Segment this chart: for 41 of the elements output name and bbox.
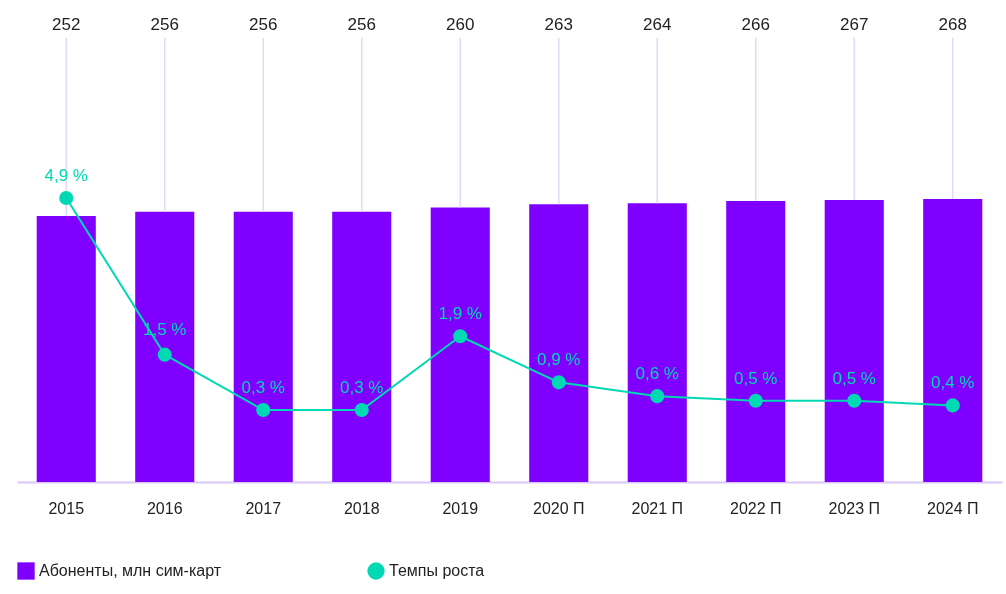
point <box>650 389 665 404</box>
data-label: 4,9 % <box>44 166 88 185</box>
point <box>945 398 960 413</box>
data-label: 268 <box>938 15 967 34</box>
x-tick-label: 2016 <box>146 499 183 517</box>
data-label: 256 <box>347 15 376 34</box>
point <box>59 190 74 206</box>
data-label: 0,3 % <box>340 378 384 397</box>
point <box>157 347 172 362</box>
data-label: 252 <box>52 15 81 34</box>
point <box>354 402 369 418</box>
data-label: 266 <box>741 15 770 34</box>
data-label: 0,5 % <box>734 368 778 388</box>
data-label: 0,5 % <box>832 368 876 388</box>
x-tick-label: 2021 П <box>631 499 684 517</box>
x-tick-label: 2018 <box>343 499 380 517</box>
point <box>847 393 862 408</box>
legend-label: Абоненты, млн сим-карт <box>39 562 222 579</box>
point <box>551 375 566 390</box>
x-tick-label: 2020 П <box>532 499 585 517</box>
point <box>748 393 763 408</box>
point <box>453 329 468 344</box>
x-tick-label: 2019 <box>442 499 479 517</box>
data-label: 256 <box>150 15 179 34</box>
data-label: 263 <box>544 15 573 34</box>
x-tick-label: 2023 П <box>828 499 881 517</box>
x-tick-label: 2017 <box>245 499 282 517</box>
data-label: 256 <box>249 15 278 34</box>
data-label: 0,3 % <box>241 378 285 397</box>
data-label: 0,6 % <box>635 364 679 384</box>
data-label: 0,9 % <box>537 350 581 370</box>
data-label: 267 <box>840 15 869 34</box>
data-label: 260 <box>446 15 475 34</box>
data-label: 0,4 % <box>931 373 975 393</box>
data-label: 1,9 % <box>438 304 482 324</box>
data-label: 264 <box>643 15 672 34</box>
legend-label: Темпы роста <box>389 562 485 579</box>
point <box>256 402 271 418</box>
x-tick-label: 2024 П <box>926 499 979 517</box>
x-tick-label: 2015 <box>48 499 85 517</box>
x-tick-label: 2022 П <box>729 499 782 517</box>
